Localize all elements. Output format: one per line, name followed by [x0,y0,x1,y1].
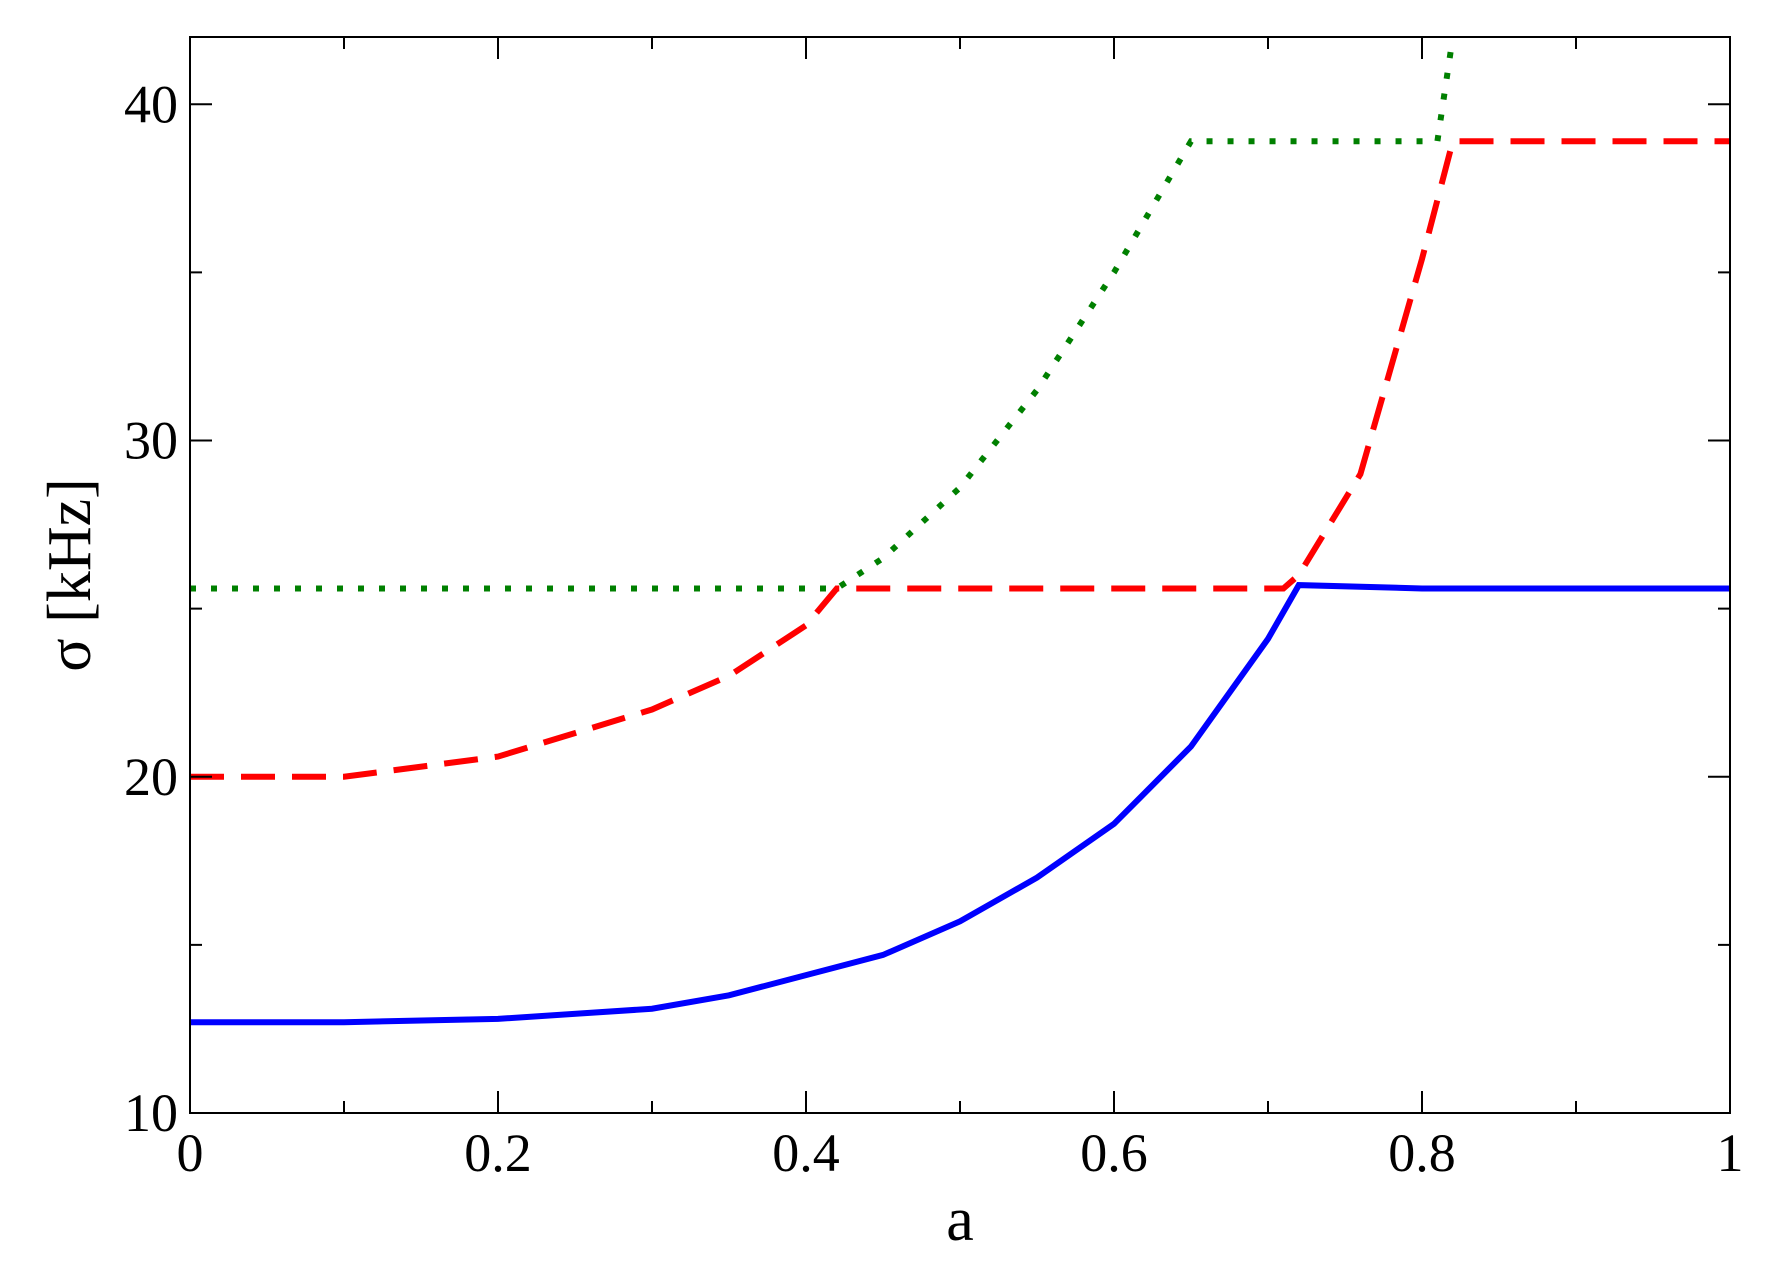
x-tick-label: 0.2 [464,1123,532,1183]
line-series [190,37,1456,592]
x-tick-label: 0.8 [1388,1123,1456,1183]
x-tick-label: 1 [1717,1123,1744,1183]
x-tick-label: 0 [177,1123,204,1183]
x-tick-label: 0.4 [772,1123,840,1183]
x-axis-label: a [946,1186,974,1254]
y-tick-label: 20 [124,747,178,807]
y-tick-label: 10 [124,1083,178,1143]
x-tick-label: 0.6 [1080,1123,1148,1183]
y-tick-label: 30 [124,411,178,471]
plot-frame [189,36,1731,1114]
line-series [190,138,1730,780]
y-tick-label: 40 [124,74,178,134]
y-axis-label: σ [kHz] [36,478,104,672]
line-series [190,582,1730,1026]
